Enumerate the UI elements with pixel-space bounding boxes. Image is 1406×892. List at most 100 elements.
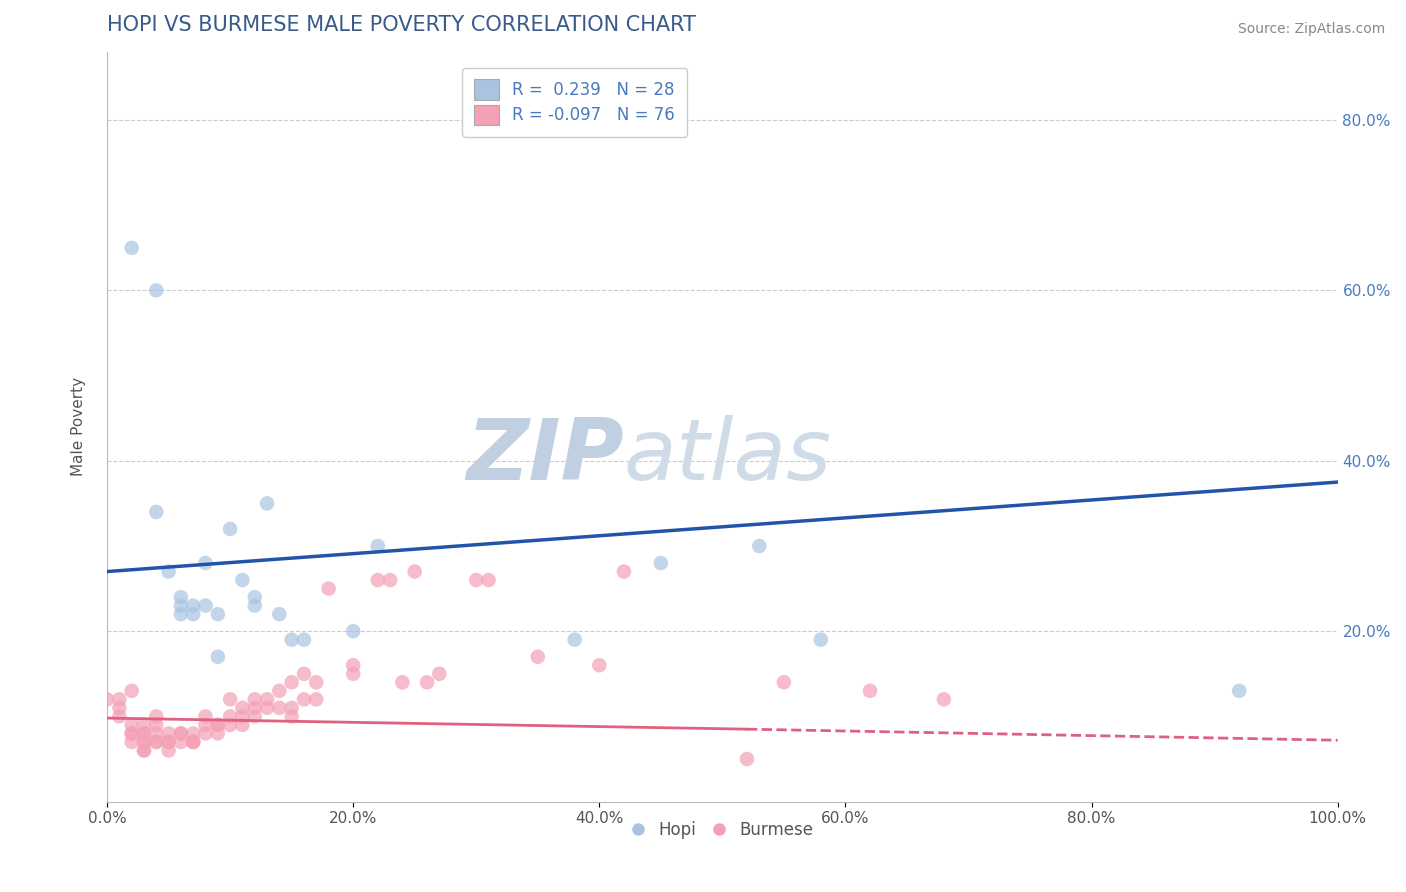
- Point: [810, 632, 832, 647]
- Point: [342, 666, 364, 681]
- Point: [181, 735, 204, 749]
- Point: [256, 692, 278, 706]
- Point: [121, 735, 143, 749]
- Point: [269, 701, 291, 715]
- Point: [305, 692, 328, 706]
- Point: [231, 709, 253, 723]
- Point: [207, 607, 229, 621]
- Point: [613, 565, 636, 579]
- Point: [280, 675, 302, 690]
- Point: [132, 735, 155, 749]
- Point: [157, 735, 180, 749]
- Point: [194, 599, 217, 613]
- Point: [181, 607, 204, 621]
- Point: [219, 692, 242, 706]
- Point: [416, 675, 439, 690]
- Point: [292, 666, 315, 681]
- Point: [132, 743, 155, 757]
- Point: [280, 709, 302, 723]
- Point: [231, 718, 253, 732]
- Point: [367, 539, 389, 553]
- Legend: Hopi, Burmese: Hopi, Burmese: [624, 814, 820, 846]
- Text: ZIP: ZIP: [467, 415, 624, 499]
- Point: [391, 675, 413, 690]
- Point: [207, 649, 229, 664]
- Point: [181, 726, 204, 740]
- Point: [194, 556, 217, 570]
- Point: [231, 701, 253, 715]
- Point: [650, 556, 672, 570]
- Point: [132, 726, 155, 740]
- Point: [378, 573, 401, 587]
- Point: [170, 726, 193, 740]
- Point: [748, 539, 770, 553]
- Point: [145, 284, 167, 298]
- Point: [243, 590, 266, 604]
- Point: [526, 649, 548, 664]
- Point: [145, 735, 167, 749]
- Point: [404, 565, 426, 579]
- Point: [318, 582, 340, 596]
- Point: [145, 709, 167, 723]
- Point: [132, 735, 155, 749]
- Point: [207, 718, 229, 732]
- Point: [157, 735, 180, 749]
- Point: [243, 709, 266, 723]
- Point: [145, 505, 167, 519]
- Point: [157, 565, 180, 579]
- Point: [108, 701, 131, 715]
- Point: [292, 692, 315, 706]
- Point: [367, 573, 389, 587]
- Text: Source: ZipAtlas.com: Source: ZipAtlas.com: [1237, 22, 1385, 37]
- Point: [108, 692, 131, 706]
- Point: [269, 683, 291, 698]
- Point: [256, 701, 278, 715]
- Point: [735, 752, 758, 766]
- Point: [305, 675, 328, 690]
- Point: [194, 709, 217, 723]
- Point: [157, 726, 180, 740]
- Point: [145, 735, 167, 749]
- Point: [219, 709, 242, 723]
- Point: [194, 726, 217, 740]
- Point: [145, 726, 167, 740]
- Point: [564, 632, 586, 647]
- Point: [157, 743, 180, 757]
- Point: [181, 599, 204, 613]
- Point: [121, 683, 143, 698]
- Point: [243, 599, 266, 613]
- Point: [292, 632, 315, 647]
- Point: [207, 718, 229, 732]
- Text: atlas: atlas: [624, 415, 832, 499]
- Point: [207, 726, 229, 740]
- Point: [1227, 683, 1250, 698]
- Point: [256, 496, 278, 510]
- Point: [108, 709, 131, 723]
- Point: [170, 607, 193, 621]
- Point: [280, 701, 302, 715]
- Point: [194, 718, 217, 732]
- Point: [170, 726, 193, 740]
- Text: HOPI VS BURMESE MALE POVERTY CORRELATION CHART: HOPI VS BURMESE MALE POVERTY CORRELATION…: [107, 15, 696, 35]
- Point: [121, 726, 143, 740]
- Point: [170, 590, 193, 604]
- Point: [170, 735, 193, 749]
- Point: [170, 599, 193, 613]
- Point: [132, 726, 155, 740]
- Point: [121, 241, 143, 255]
- Point: [181, 735, 204, 749]
- Point: [859, 683, 882, 698]
- Point: [427, 666, 450, 681]
- Point: [219, 718, 242, 732]
- Point: [773, 675, 796, 690]
- Point: [342, 624, 364, 639]
- Point: [342, 658, 364, 673]
- Point: [477, 573, 499, 587]
- Point: [932, 692, 955, 706]
- Point: [588, 658, 610, 673]
- Point: [132, 718, 155, 732]
- Y-axis label: Male Poverty: Male Poverty: [72, 377, 86, 476]
- Point: [269, 607, 291, 621]
- Point: [181, 735, 204, 749]
- Point: [132, 743, 155, 757]
